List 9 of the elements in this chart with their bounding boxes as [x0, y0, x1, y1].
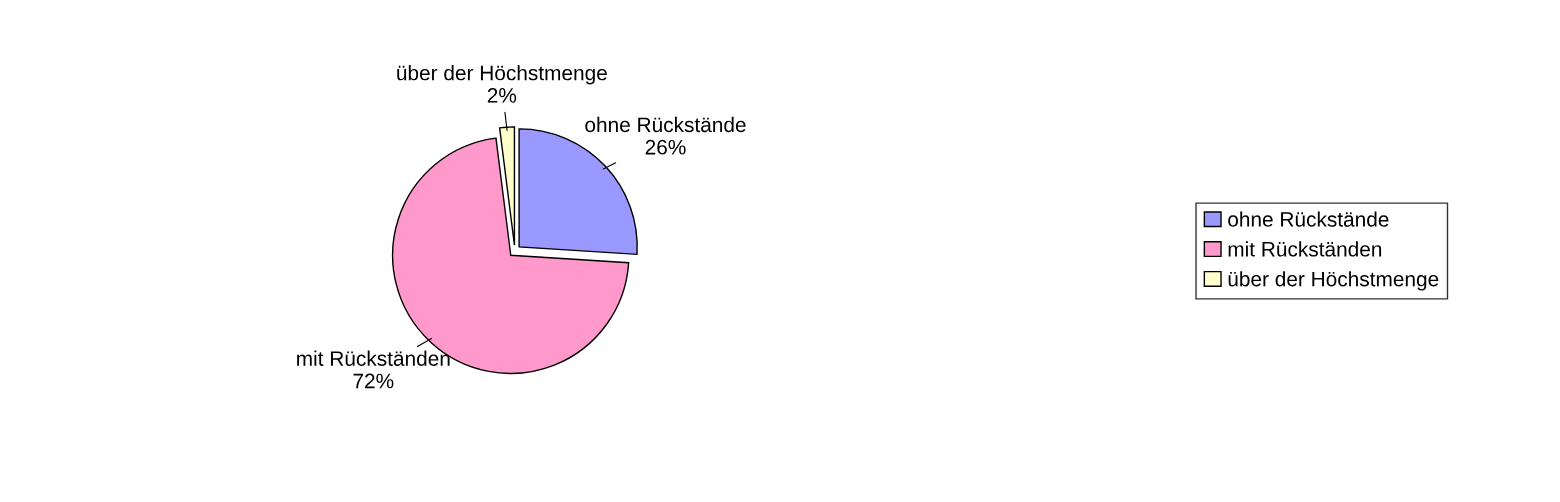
slice-label: ohne Rückstände [585, 116, 746, 133]
data-label: 26% [645, 139, 686, 155]
slice-label: über der Höchstmenge [397, 65, 607, 85]
data-label: 72% [353, 373, 394, 389]
legend-label: ohne Rückstände [1228, 211, 1389, 227]
legend-label: über der Höchstmenge [1228, 271, 1439, 291]
data-label: 2% [487, 88, 517, 103]
legend-label: mit Rückständen [1228, 241, 1382, 257]
slice-label: mit Rückständen [297, 350, 450, 366]
